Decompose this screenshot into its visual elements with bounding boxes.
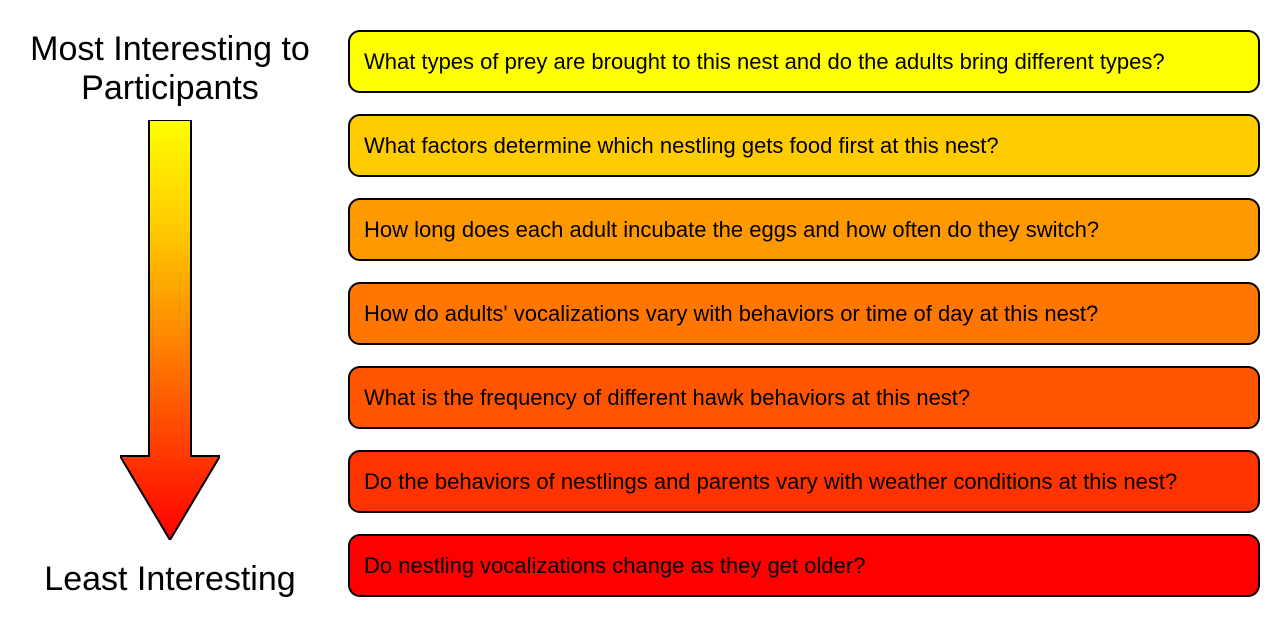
ranked-item-text: What types of prey are brought to this n… xyxy=(364,49,1165,75)
ranked-item-text: Do nestling vocalizations change as they… xyxy=(364,553,865,579)
top-label: Most Interesting to Participants xyxy=(0,30,340,108)
ranked-item-text: How do adults' vocalizations vary with b… xyxy=(364,301,1098,327)
gradient-arrow xyxy=(120,120,220,540)
ranked-item-1: What types of prey are brought to this n… xyxy=(348,30,1260,93)
ranked-item-6: Do the behaviors of nestlings and parent… xyxy=(348,450,1260,513)
arrow-down-icon xyxy=(120,120,220,540)
ranked-item-7: Do nestling vocalizations change as they… xyxy=(348,534,1260,597)
ranked-item-3: How long does each adult incubate the eg… xyxy=(348,198,1260,261)
ranked-item-4: How do adults' vocalizations vary with b… xyxy=(348,282,1260,345)
ranked-item-2: What factors determine which nestling ge… xyxy=(348,114,1260,177)
items-column: What types of prey are brought to this n… xyxy=(348,30,1260,597)
ranked-item-text: How long does each adult incubate the eg… xyxy=(364,217,1099,243)
ranked-item-text: What factors determine which nestling ge… xyxy=(364,133,999,159)
infographic-root: Most Interesting to Participants Least I… xyxy=(0,0,1280,626)
ranked-item-5: What is the frequency of different hawk … xyxy=(348,366,1260,429)
ranked-item-text: Do the behaviors of nestlings and parent… xyxy=(364,469,1177,495)
ranked-item-text: What is the frequency of different hawk … xyxy=(364,385,970,411)
bottom-label: Least Interesting xyxy=(0,560,340,599)
left-column: Most Interesting to Participants Least I… xyxy=(0,0,340,626)
